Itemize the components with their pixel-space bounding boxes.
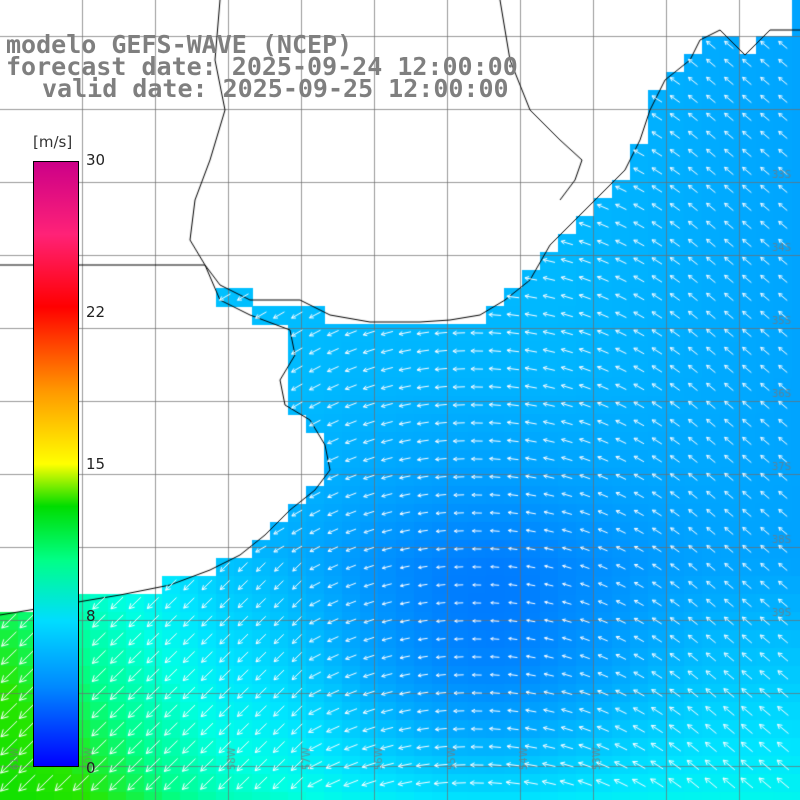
colorbar-units-label: [m/s] (33, 133, 73, 151)
valid-date-title: valid date: 2025-09-25 12:00:00 (42, 74, 509, 103)
colorbar-tick-0: 0 (86, 759, 96, 777)
colorbar-tick-8: 8 (86, 607, 96, 625)
colorbar-gradient (34, 162, 78, 766)
model-title: modelo GEFS-WAVE (NCEP) (6, 30, 353, 59)
colorbar (33, 161, 79, 767)
colorbar-tick-15: 15 (86, 455, 106, 473)
forecast-date-title: forecast date: 2025-09-24 12:00:00 (6, 52, 518, 81)
colorbar-tick-30: 30 (86, 151, 106, 169)
colorbar-tick-22: 22 (86, 303, 106, 321)
